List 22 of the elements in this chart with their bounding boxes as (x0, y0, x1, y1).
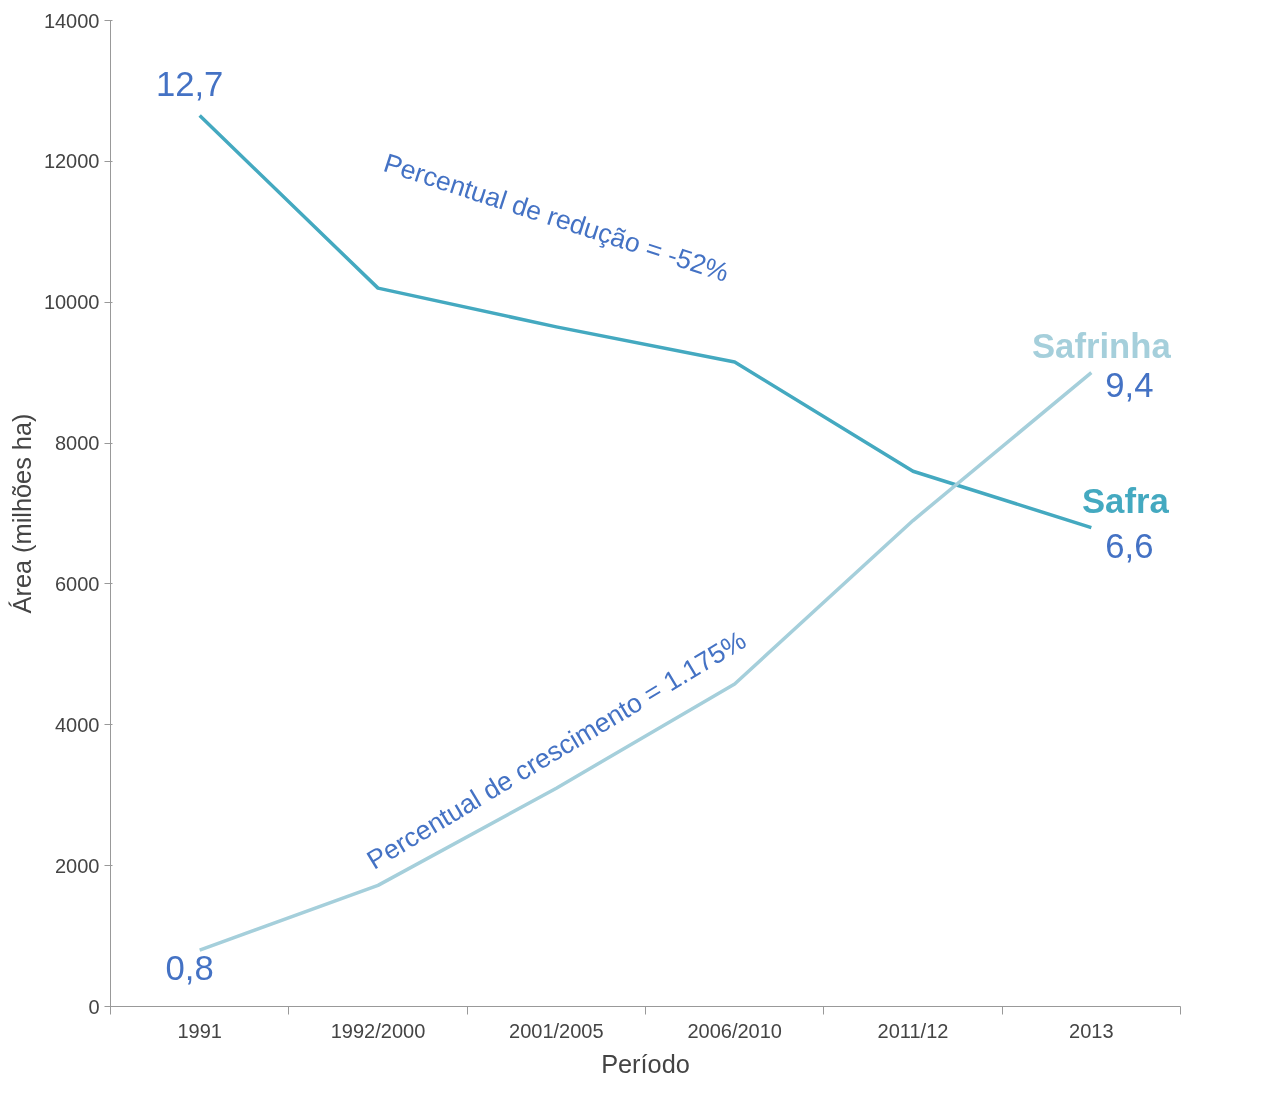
y-tick-label: 4000 (55, 713, 100, 736)
x-tick-label: 1991 (177, 1019, 222, 1042)
x-tick-label: 2006/2010 (687, 1019, 782, 1042)
y-tick-label: 8000 (55, 432, 100, 455)
annotation: 0,8 (165, 949, 214, 988)
y-tick-label: 14000 (43, 9, 100, 32)
y-tick-label: 2000 (55, 854, 100, 877)
y-tick-label: 0 (88, 995, 100, 1018)
annotation: 12,7 (155, 64, 224, 103)
x-tick-label: 2013 (1069, 1019, 1114, 1042)
annotation: 9,4 (1105, 365, 1154, 404)
x-tick-label: 2011/12 (877, 1019, 949, 1042)
x-tick-label: 2001/2005 (509, 1019, 604, 1042)
x-axis-title: Período (601, 1049, 690, 1078)
y-axis-title: Área (milhões ha) (7, 413, 36, 614)
series-label: Safra (1081, 481, 1170, 520)
series-label: Safrinha (1032, 326, 1172, 365)
x-tick-label: 1992/2000 (330, 1019, 426, 1042)
annotation: 6,6 (1105, 526, 1154, 565)
y-tick-label: 10000 (43, 291, 100, 314)
y-tick-label: 6000 (55, 572, 100, 595)
y-tick-label: 12000 (43, 150, 100, 173)
